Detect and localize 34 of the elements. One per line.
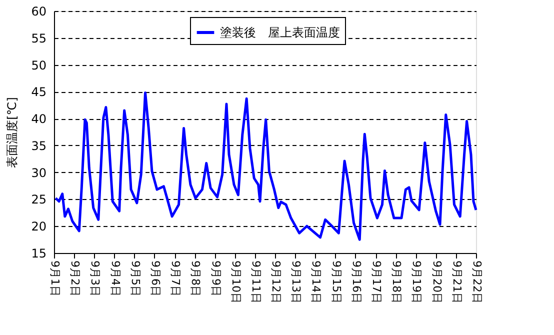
x-tick-label: 9月3日	[88, 260, 102, 296]
y-tick-label: 30	[31, 166, 46, 180]
y-tick-label: 25	[31, 192, 46, 207]
x-tick-label: 9月21日	[450, 260, 464, 304]
x-tick-label: 9月13日	[290, 260, 303, 304]
x-tick-label: 9月11日	[249, 260, 262, 304]
x-tick-label: 9月14日	[310, 260, 323, 304]
y-axis-title: 表面温度[℃]	[5, 97, 20, 168]
x-tick-label: 9月19日	[410, 260, 424, 304]
x-tick-label: 9月10日	[229, 260, 242, 304]
x-tick-label: 9月9日	[209, 260, 222, 296]
legend-label: 塗装後 屋上表面温度	[220, 26, 340, 40]
y-tick-label: 40	[31, 112, 46, 126]
x-tick-label: 9月20日	[430, 260, 444, 304]
x-tick-label: 9月7日	[169, 260, 182, 296]
y-tick-label: 55	[31, 31, 46, 46]
x-tick-label: 9月4日	[108, 260, 122, 296]
x-tick-label: 9月5日	[128, 260, 142, 296]
x-tick-label: 9月16日	[350, 260, 363, 304]
x-tick-label: 9月1日	[48, 260, 62, 296]
x-tick-label: 9月8日	[189, 260, 202, 296]
y-tick-label: 50	[31, 58, 46, 72]
x-tick-label: 9月6日	[148, 260, 162, 296]
x-tick-label: 9月2日	[68, 260, 82, 296]
x-tick-label: 9月15日	[330, 260, 343, 304]
x-tick-label: 9月17日	[370, 260, 384, 304]
y-tick-label: 35	[31, 138, 46, 153]
x-tick-label: 9月12日	[270, 260, 283, 304]
y-tick-label: 45	[31, 85, 46, 100]
y-tick-label: 60	[31, 4, 46, 18]
x-tick-label: 9月18日	[390, 260, 404, 304]
y-tick-label: 15	[31, 246, 46, 260]
y-tick-label: 20	[31, 220, 46, 234]
x-tick-label: 9月22日	[470, 260, 484, 304]
